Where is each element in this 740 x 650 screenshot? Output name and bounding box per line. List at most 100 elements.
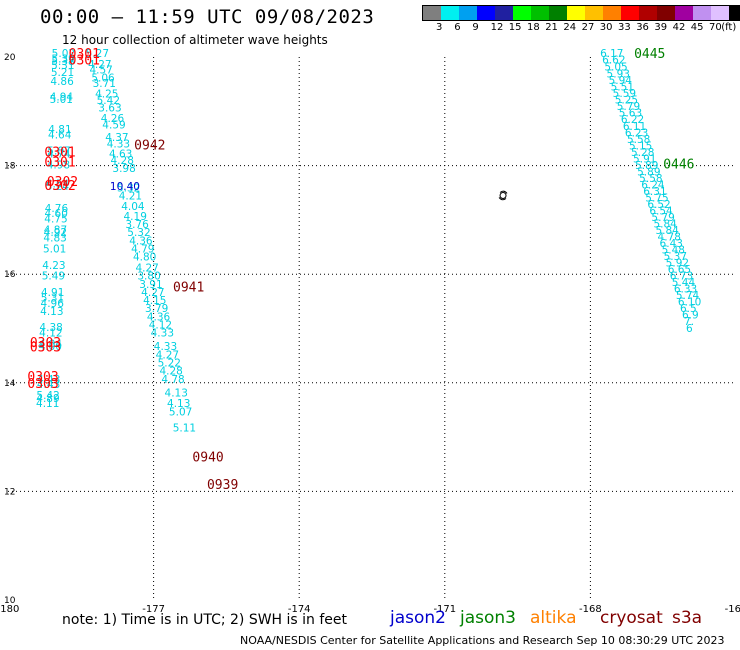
pass-time-label: 0303 [30, 340, 61, 355]
wave-height-value: 6.43 [660, 238, 683, 250]
wave-height-value: 4.91 [41, 287, 64, 299]
wave-height-value: 6.73 [670, 271, 693, 283]
wave-height-value: 4.27 [156, 349, 179, 361]
legend-s3a: s3a [672, 608, 703, 628]
wave-height-value: 5.01 [50, 94, 73, 106]
wave-height-value: 5.06 [91, 72, 115, 84]
wave-height-value: 5.79 [617, 101, 640, 113]
pass-time-label: 0939 [207, 478, 238, 493]
wave-height-value: 4.57 [89, 64, 112, 76]
wave-height-value: 4.94 [50, 91, 74, 103]
wave-height-value: 4.28 [159, 366, 182, 378]
color-swatch [513, 6, 531, 20]
lat-label: 12 [4, 487, 15, 497]
wave-height-value: 5.74 [676, 290, 700, 302]
color-scale [422, 5, 740, 21]
wave-height-value: 6 [686, 323, 693, 335]
lat-label: 18 [4, 162, 16, 172]
legend-altika: altika [530, 608, 577, 628]
wave-height-value: 5.42 [97, 95, 120, 107]
wave-height-value: 6.31 [643, 186, 666, 198]
wave-height-value: 4.38 [39, 322, 62, 334]
wave-height-value: 4.27 [88, 59, 111, 71]
wave-height-value: 4.89 [36, 393, 59, 405]
wave-height-value: 5.11 [173, 423, 196, 435]
wave-height-value: 4.43 [37, 379, 60, 391]
wave-height-value: 5.02 [52, 48, 75, 60]
pass-time-label: 0301 [44, 156, 75, 171]
color-swatch [711, 6, 729, 20]
legend-jason3: jason3 [460, 608, 516, 628]
wave-height-value: 4.12 [39, 328, 62, 340]
pass-time-label: 0446 [663, 157, 694, 172]
wave-height-value: 5.92 [666, 258, 689, 270]
pass-time-label: 0445 [634, 47, 665, 62]
wave-height-value: 5.42 [36, 390, 59, 402]
wave-height-value: 5.58 [639, 173, 662, 185]
wave-height-value: 3.79 [145, 303, 168, 315]
wave-height-value: 4.25 [95, 89, 118, 101]
wave-height-value: 6.65 [668, 264, 691, 276]
color-swatch [585, 6, 603, 20]
color-swatch [477, 6, 495, 20]
color-scale-label: 3 [436, 22, 443, 33]
wave-height-value: 4.37 [105, 132, 128, 144]
wave-height-value: 4.11 [36, 398, 59, 410]
wave-height-value: 5.31 [51, 60, 74, 72]
wave-height-value: 4.27 [141, 287, 164, 299]
wave-height-value: 5.07 [47, 146, 70, 158]
wave-height-value: 5.79 [651, 212, 674, 224]
wave-height-value: 3.98 [112, 163, 135, 175]
wave-height-value: 4.80 [133, 252, 156, 264]
color-swatch [531, 6, 549, 20]
wave-height-value: 4.79 [131, 243, 154, 255]
wave-height-value: 4.19 [124, 211, 147, 223]
color-scale-label: 27 [581, 22, 595, 33]
color-scale-label: 24 [563, 22, 577, 33]
legend-cryosat: cryosat [600, 608, 663, 628]
wave-height-value: 4.64 [48, 129, 72, 141]
color-swatch [693, 6, 711, 20]
wave-height-value: 5.84 [653, 219, 677, 231]
wave-height-value: 4.36 [147, 311, 171, 323]
wave-height-value: 4.87 [44, 224, 67, 236]
wave-height-value: 5.48 [662, 245, 685, 257]
wave-height-value: 4.78 [161, 374, 184, 386]
wave-height-value: 4.59 [102, 120, 125, 132]
lon-label: -174 [288, 604, 311, 615]
color-scale-label: 45 [690, 22, 704, 33]
wave-height-value: 3.91 [139, 279, 162, 291]
color-scale-label: 33 [618, 22, 631, 33]
wave-height-value: 3.80 [137, 271, 160, 283]
wave-height-value: 5.31 [41, 292, 64, 304]
wave-height-value: 4.78 [658, 232, 681, 244]
wave-height-value: 3.76 [125, 219, 149, 231]
color-scale-label: (ft) [721, 22, 737, 33]
wave-height-value: 5.39 [51, 53, 74, 65]
pass-time-label: 0301 [44, 145, 75, 160]
wave-height-value: 5.21 [51, 67, 74, 79]
wave-height-value: 4.60 [45, 208, 68, 220]
wave-height-value: 4.13 [167, 398, 190, 410]
wave-height-value: 4.15 [143, 295, 166, 307]
wave-height-value: 5.37 [664, 251, 687, 263]
color-swatch [657, 6, 675, 20]
note-text: note: 1) Time is in UTC; 2) SWH is in fe… [62, 612, 348, 628]
wave-height-value: 5.05 [604, 62, 627, 74]
wave-height-value: 7. [684, 316, 694, 328]
wave-height-value: 4.75 [44, 214, 67, 226]
wave-height-value: 5.07 [169, 406, 192, 418]
wave-height-value: 6.22 [621, 114, 644, 126]
wave-height-value: 6.54 [649, 205, 673, 217]
wave-height-value: 4.33 [151, 328, 174, 340]
lon-label: -168 [579, 604, 602, 615]
color-swatch [639, 6, 657, 20]
credit-text: NOAA/NESDIS Center for Satellite Applica… [240, 634, 725, 647]
wave-height-value: 4.98 [47, 159, 70, 171]
wave-height-value: 5.15 [629, 140, 652, 152]
lon-label: -171 [433, 604, 456, 615]
wave-height-value: 6.52 [647, 199, 670, 211]
wave-height-value: 4.81 [48, 124, 71, 136]
color-swatch [549, 6, 567, 20]
